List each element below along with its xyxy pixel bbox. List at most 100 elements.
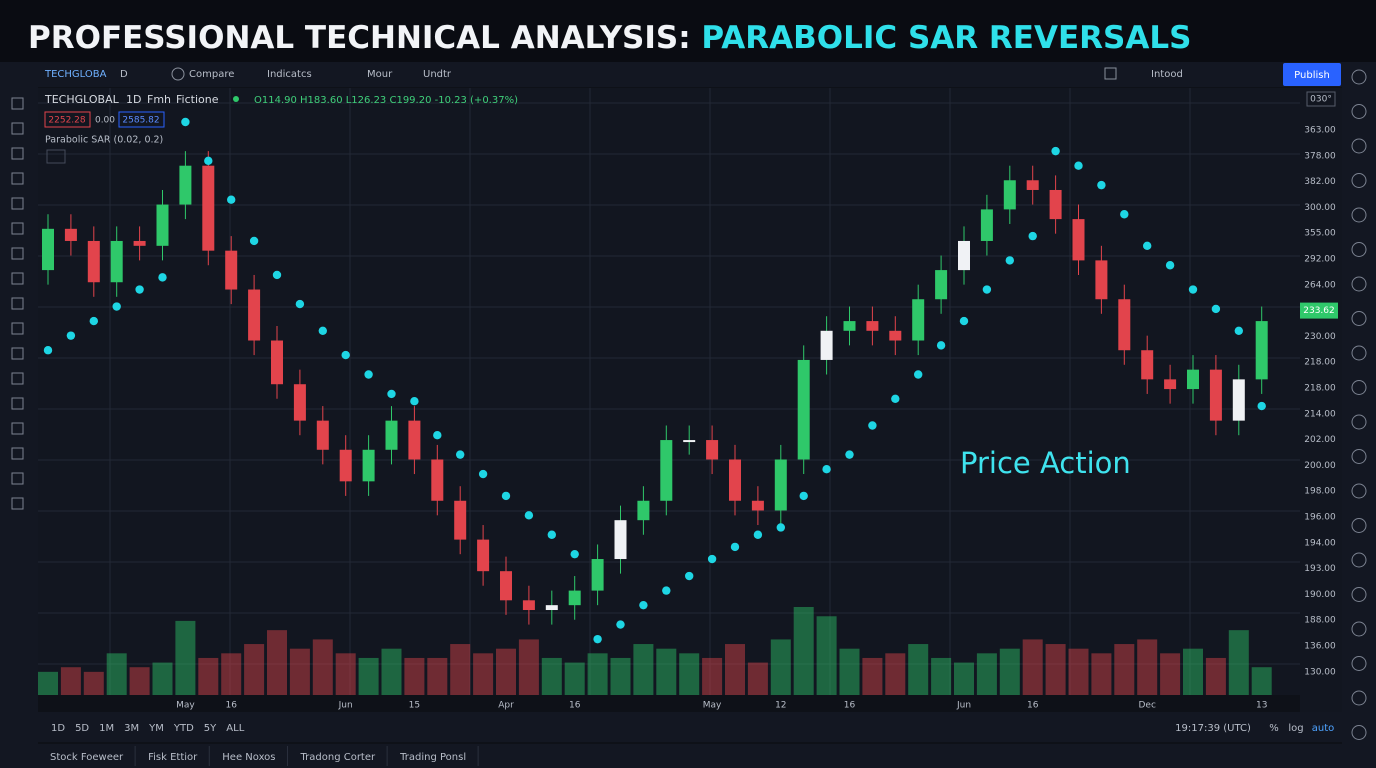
candle-body [1164,379,1177,390]
side-icon[interactable] [1351,449,1367,464]
range-button[interactable]: 1D [51,723,65,734]
side-icon[interactable] [1351,656,1367,671]
toolbar-undo[interactable]: Undtr [423,69,452,80]
bid: 2252.28 [48,116,85,126]
volume-bar [610,657,631,695]
tool-icon[interactable] [11,147,24,160]
range-button[interactable]: YM [148,723,164,734]
price-label: 202.00 [1304,435,1336,445]
side-icon[interactable] [1351,552,1367,568]
side-icon[interactable] [1351,69,1367,85]
toolbar-compare[interactable]: Compare [189,69,234,80]
price-label: 230.00 [1304,332,1336,342]
candle-body [935,270,948,300]
side-icon[interactable] [1351,587,1367,602]
candle-body [958,240,970,271]
volume-bar [175,620,196,695]
panel-tab[interactable]: Tradong Corter [300,752,376,763]
candle-body [1049,189,1062,220]
sar-dot [891,394,900,403]
toolbar-alert[interactable]: Mour [367,69,393,80]
range-button[interactable]: 3M [124,723,139,734]
tool-icon[interactable] [11,447,24,460]
range-button[interactable]: 5D [75,723,89,734]
tool-icon[interactable] [11,247,24,260]
panel-tab[interactable]: Stock Foeweer [50,752,124,763]
sar-dot [1074,161,1083,170]
tool-icon[interactable] [11,497,24,510]
sar-dot [822,464,831,474]
publish-label[interactable]: Publish [1294,70,1330,81]
auto-toggle[interactable]: auto [1312,723,1335,734]
tool-icon[interactable] [11,472,24,485]
collapse-button[interactable] [46,149,66,164]
panel-tab[interactable]: Trading Ponsl [399,752,466,763]
candle-body [522,600,535,611]
volume-bar [381,648,402,695]
volume-bar [1228,630,1249,695]
candle-body [1232,379,1245,421]
x-tick-label: 16 [225,701,237,711]
side-icon[interactable] [1351,690,1367,706]
volume-bar [954,662,974,695]
side-icon[interactable] [1351,518,1367,533]
range-button[interactable]: 5Y [204,723,217,734]
range-button[interactable]: ALL [226,723,244,734]
tool-icon[interactable] [11,347,24,360]
toolbar-layout[interactable]: Intood [1151,69,1183,80]
side-icon[interactable] [1351,414,1367,430]
volume-bar [312,639,333,695]
side-icon[interactable] [1351,483,1367,499]
legend-symbol: TECHGLOBAL [44,93,120,106]
tool-icon[interactable] [11,172,24,185]
range-button[interactable]: 1M [99,723,114,734]
side-icon[interactable] [1351,104,1367,119]
side-icon[interactable] [1351,345,1367,361]
tool-icon[interactable] [11,222,24,235]
sar-dot [1120,210,1129,219]
side-icon[interactable] [1351,207,1367,223]
candle-body [408,420,421,460]
volume-bar [289,648,310,695]
toolbar-interval[interactable]: D [120,69,128,80]
side-icon[interactable] [1351,725,1367,740]
price-label: 190.00 [1304,590,1336,600]
axis-mode[interactable]: 030° [1310,95,1332,105]
tool-icon[interactable] [11,422,24,435]
percent-toggle[interactable]: % [1269,723,1279,734]
toolbar-symbol[interactable]: TECHGLOBA [44,69,107,80]
side-icon[interactable] [1351,276,1367,292]
price-label: 198.00 [1304,487,1336,497]
ui-layer: TECHGLOBA D Compare Indicatcs Mour Undtr… [11,63,1367,766]
tool-icon[interactable] [11,122,24,135]
tool-icon[interactable] [11,97,24,110]
tool-icon[interactable] [11,197,24,210]
panel-tab[interactable]: Fisk Ettior [148,752,198,763]
side-icon[interactable] [1351,621,1367,637]
log-toggle[interactable]: log [1288,723,1303,734]
candle-body [179,165,192,205]
last-price: 233.62 [1303,306,1335,316]
sar-dot [639,600,648,610]
volume-bar [999,648,1020,695]
tool-icon[interactable] [11,397,24,410]
candle-body [614,520,627,560]
tool-icon[interactable] [11,322,24,335]
plot-area [38,88,1300,695]
side-icon[interactable] [1351,138,1367,154]
tool-icon[interactable] [11,372,24,385]
side-icon[interactable] [1351,311,1367,326]
toolbar-indicators[interactable]: Indicatcs [267,69,312,80]
side-icon[interactable] [1351,380,1367,395]
candle-body [87,240,100,283]
range-button[interactable]: YTD [173,723,194,734]
tool-icon[interactable] [11,272,24,285]
panel-tab[interactable]: Hee Noxos [222,752,275,763]
side-icon[interactable] [1351,242,1367,257]
tool-icon[interactable] [11,297,24,310]
publish-button[interactable] [1283,63,1341,86]
candle-body [889,330,902,341]
volume-bar [816,616,837,695]
side-icon[interactable] [1351,173,1367,188]
axis-mode-box[interactable] [1306,91,1336,107]
